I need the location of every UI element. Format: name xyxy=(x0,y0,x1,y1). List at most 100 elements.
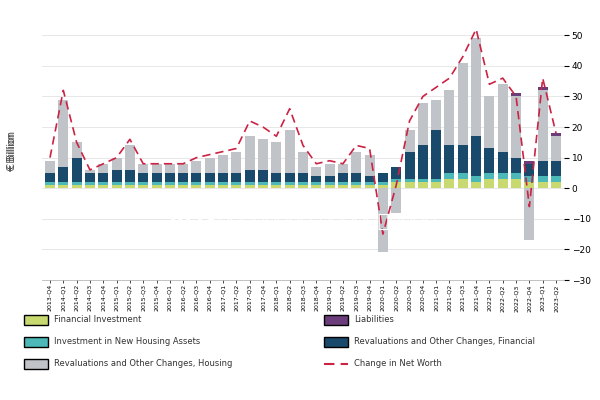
Bar xyxy=(498,179,508,188)
Bar xyxy=(205,182,215,185)
Bar xyxy=(125,182,135,185)
Bar xyxy=(218,185,228,188)
Bar xyxy=(511,158,521,173)
Bar xyxy=(85,185,95,188)
Bar xyxy=(524,182,535,188)
Bar xyxy=(445,173,454,179)
Bar xyxy=(205,158,215,173)
Bar xyxy=(138,173,148,182)
Bar xyxy=(391,167,401,179)
Bar xyxy=(351,185,361,188)
Bar xyxy=(431,130,441,179)
Bar xyxy=(351,173,361,182)
Bar xyxy=(311,185,322,188)
Bar xyxy=(98,173,108,182)
Bar xyxy=(338,185,348,188)
Bar xyxy=(445,146,454,173)
Bar xyxy=(71,158,82,182)
Bar xyxy=(178,185,188,188)
Bar xyxy=(71,185,82,188)
Bar xyxy=(152,164,161,173)
Bar xyxy=(232,152,241,173)
Bar xyxy=(45,185,55,188)
Text: Revaluations and Other Changes, Housing: Revaluations and Other Changes, Housing xyxy=(54,360,232,368)
Bar xyxy=(445,90,454,146)
Bar xyxy=(458,63,468,146)
Bar xyxy=(138,185,148,188)
Bar xyxy=(538,182,548,188)
Bar xyxy=(125,185,135,188)
Bar xyxy=(258,185,268,188)
Bar xyxy=(378,185,388,188)
Bar xyxy=(191,182,202,185)
Bar xyxy=(471,38,481,136)
Bar xyxy=(125,146,135,170)
Bar xyxy=(351,182,361,185)
Bar xyxy=(245,185,255,188)
Bar xyxy=(298,185,308,188)
Bar xyxy=(378,188,388,252)
Text: Revaluations and Other Changes, Financial: Revaluations and Other Changes, Financia… xyxy=(354,338,535,346)
Bar xyxy=(152,185,161,188)
Bar xyxy=(471,176,481,182)
Bar xyxy=(391,179,401,182)
Text: 2023十大股票配资平台 澳门火锅加盟详情攻略: 2023十大股票配资平台 澳门火锅加盟详情攻略 xyxy=(164,212,436,231)
Bar xyxy=(458,146,468,173)
Bar xyxy=(484,179,494,188)
Bar xyxy=(484,148,494,173)
Bar xyxy=(258,170,268,182)
Bar xyxy=(311,182,322,185)
Bar xyxy=(58,100,68,167)
Bar xyxy=(45,182,55,185)
Bar xyxy=(484,96,494,148)
Bar xyxy=(378,182,388,185)
Text: Financial Investment: Financial Investment xyxy=(54,316,142,324)
Bar xyxy=(538,161,548,176)
Text: Change in Net Worth: Change in Net Worth xyxy=(354,360,442,368)
Text: € Billion: € Billion xyxy=(7,132,17,172)
Bar xyxy=(418,182,428,188)
Bar xyxy=(418,102,428,146)
Bar xyxy=(284,173,295,182)
Bar xyxy=(418,146,428,179)
Bar xyxy=(98,185,108,188)
Bar xyxy=(58,167,68,182)
Bar xyxy=(551,136,561,161)
Bar xyxy=(298,182,308,185)
Bar xyxy=(165,164,175,173)
Bar xyxy=(58,185,68,188)
Bar xyxy=(511,173,521,179)
Bar xyxy=(391,182,401,188)
Bar xyxy=(165,173,175,182)
Bar xyxy=(112,158,122,170)
Bar xyxy=(218,173,228,182)
Bar xyxy=(471,136,481,176)
Bar xyxy=(311,167,322,176)
Bar xyxy=(45,173,55,182)
Bar xyxy=(431,100,441,130)
Bar xyxy=(138,182,148,185)
Bar xyxy=(85,182,95,185)
Bar xyxy=(365,154,374,176)
Bar xyxy=(365,182,374,185)
Bar xyxy=(524,176,535,182)
Bar xyxy=(404,179,415,182)
Bar xyxy=(458,173,468,179)
Bar xyxy=(232,173,241,182)
Bar xyxy=(524,164,535,176)
Bar xyxy=(178,173,188,182)
Bar xyxy=(245,182,255,185)
Bar xyxy=(431,179,441,182)
Bar xyxy=(45,161,55,173)
Bar xyxy=(404,152,415,179)
Bar xyxy=(125,170,135,182)
Bar xyxy=(218,154,228,173)
Bar xyxy=(378,173,388,182)
Bar xyxy=(418,179,428,182)
Bar xyxy=(524,188,535,240)
Y-axis label: € Billion: € Billion xyxy=(7,130,17,170)
Bar xyxy=(338,182,348,185)
Bar xyxy=(311,176,322,182)
Bar xyxy=(284,182,295,185)
Bar xyxy=(205,185,215,188)
